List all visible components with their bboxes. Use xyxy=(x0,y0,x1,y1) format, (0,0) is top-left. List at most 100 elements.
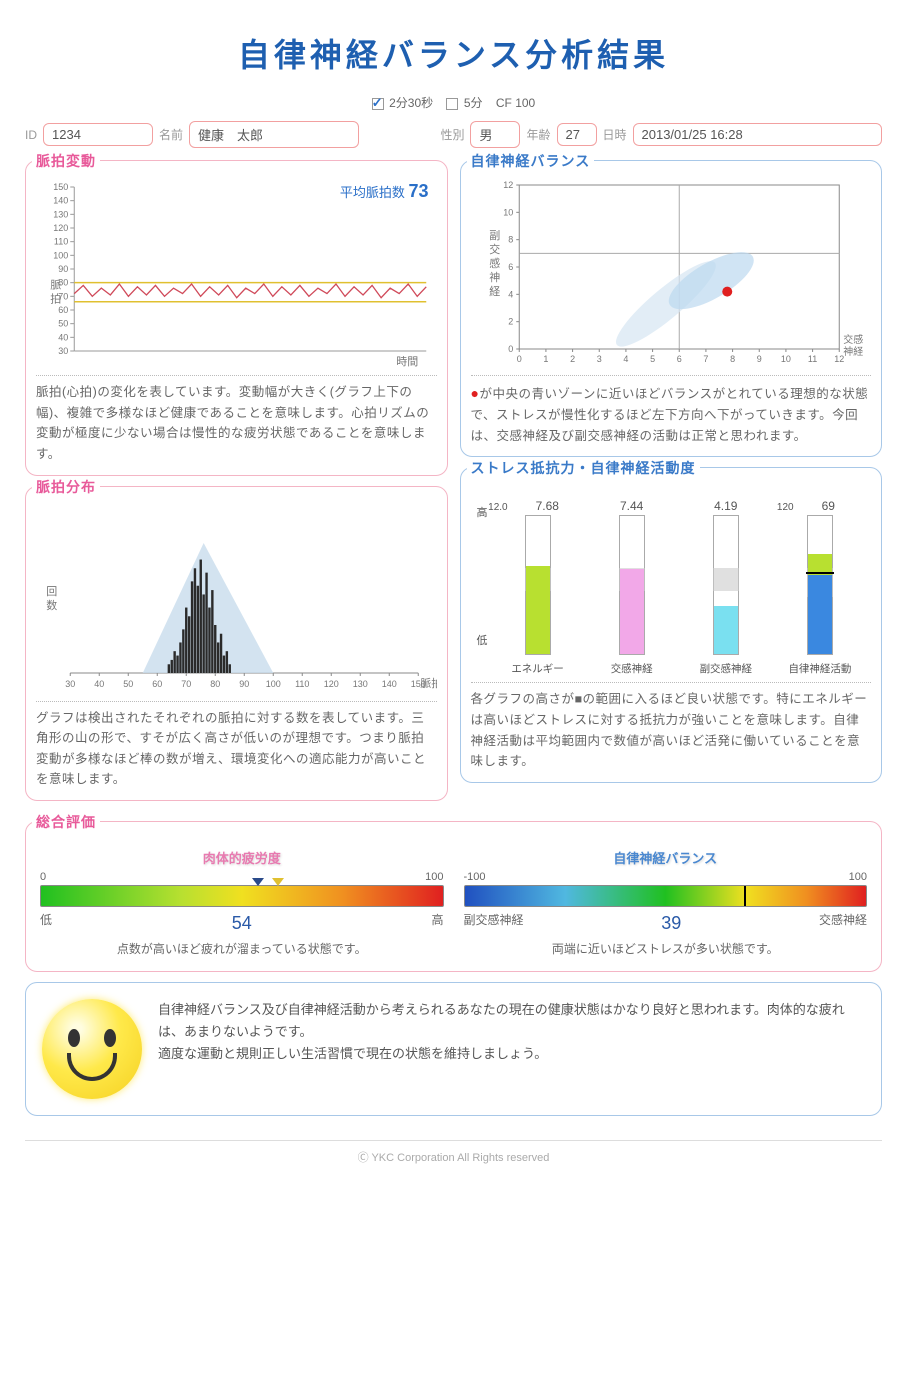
svg-text:交感: 交感 xyxy=(843,333,863,346)
resist-panel: ストレス抵抗力・自律神経活動度 高 低 12.07.68 エネルギー7.44 xyxy=(460,467,883,783)
date-field[interactable]: 2013/01/25 16:28 xyxy=(633,123,882,146)
svg-text:8: 8 xyxy=(730,354,735,364)
svg-text:60: 60 xyxy=(152,679,162,689)
overall-title: 総合評価 xyxy=(32,812,100,832)
svg-text:7: 7 xyxy=(703,354,708,364)
avg-label: 平均脈拍数 xyxy=(340,185,405,200)
svg-text:2: 2 xyxy=(508,317,513,327)
svg-text:脈拍: 脈拍 xyxy=(420,676,436,690)
hrv-panel: 脈拍変動 平均脈拍数 73 30405060708090100110120130… xyxy=(25,160,448,476)
hrv-desc: 脈拍(心拍)の変化を表しています。変動幅が大きく(グラフ上下の幅)、複雑で多様な… xyxy=(36,382,437,465)
balance-chart: 0123456789101112024681012副交感神経交感神経 xyxy=(471,179,872,369)
dist-title: 脈拍分布 xyxy=(32,477,100,497)
smiley-icon xyxy=(42,999,142,1099)
age-field[interactable]: 27 xyxy=(557,123,597,146)
svg-text:100: 100 xyxy=(53,250,68,260)
summary-text: 自律神経バランス及び自律神経活動から考えられるあなたの現在の健康状態はかなり良好… xyxy=(158,999,865,1065)
svg-text:3: 3 xyxy=(596,354,601,364)
svg-text:130: 130 xyxy=(353,679,368,689)
svg-text:50: 50 xyxy=(58,319,68,329)
resist-bar-1: 7.44 交感神経 xyxy=(589,499,675,676)
svg-text:数: 数 xyxy=(46,599,57,612)
svg-text:12: 12 xyxy=(503,180,513,190)
svg-text:10: 10 xyxy=(780,354,790,364)
svg-text:120: 120 xyxy=(324,679,339,689)
svg-text:1: 1 xyxy=(543,354,548,364)
info-row: ID 1234 名前 健康 太郎 性別 男 年齢 27 日時 2013/01/2… xyxy=(25,121,882,148)
date-label: 日時 xyxy=(603,126,627,143)
overall-panel: 総合評価 肉体的疲労度 0100 低54高 点数が高いほど疲れが溜まっている状態… xyxy=(25,821,882,972)
svg-text:時間: 時間 xyxy=(396,355,418,368)
hrv-title: 脈拍変動 xyxy=(32,151,100,171)
fatigue-value: 54 xyxy=(232,913,252,934)
bal-bar xyxy=(464,885,868,907)
opt2-label: 5分 xyxy=(464,96,483,110)
bal-value: 39 xyxy=(661,913,681,934)
balance-panel: 自律神経バランス 0123456789101112024681012副交感神経交… xyxy=(460,160,883,457)
id-label: ID xyxy=(25,128,37,142)
name-label: 名前 xyxy=(159,126,183,143)
svg-text:90: 90 xyxy=(239,679,249,689)
svg-text:30: 30 xyxy=(58,346,68,356)
summary-panel: 自律神経バランス及び自律神経活動から考えられるあなたの現在の健康状態はかなり良好… xyxy=(25,982,882,1116)
bal-desc: 両端に近いほどストレスが多い状態です。 xyxy=(464,940,868,957)
resist-bar-0: 12.07.68 エネルギー xyxy=(495,499,581,676)
svg-text:140: 140 xyxy=(382,679,397,689)
svg-text:神経: 神経 xyxy=(843,345,863,358)
cf-label: CF 100 xyxy=(496,96,535,110)
dist-desc: グラフは検出されたそれぞれの脈拍に対する数を表しています。三角形の山の形で、すそ… xyxy=(36,708,437,791)
svg-text:8: 8 xyxy=(508,235,513,245)
svg-text:9: 9 xyxy=(756,354,761,364)
svg-text:50: 50 xyxy=(123,679,133,689)
resist-title: ストレス抵抗力・自律神経活動度 xyxy=(467,458,700,478)
checkbox-5m[interactable] xyxy=(446,98,458,110)
svg-text:副: 副 xyxy=(489,229,500,242)
svg-text:80: 80 xyxy=(210,679,220,689)
checkbox-2m30[interactable] xyxy=(372,98,384,110)
svg-text:60: 60 xyxy=(58,305,68,315)
fatigue-bar xyxy=(40,885,444,907)
svg-text:100: 100 xyxy=(266,679,281,689)
svg-text:110: 110 xyxy=(54,237,68,247)
resist-bar-2: 4.19 副交感神経 xyxy=(683,499,769,676)
duration-row: 2分30秒 5分 CF 100 xyxy=(25,94,882,111)
svg-text:交: 交 xyxy=(489,242,500,256)
svg-text:0: 0 xyxy=(508,344,513,354)
sex-label: 性別 xyxy=(440,126,464,143)
fatigue-label: 肉体的疲労度 xyxy=(40,848,444,867)
dist-panel: 脈拍分布 30405060708090100110120130140150回数脈… xyxy=(25,486,448,802)
balance-col: 自律神経バランス -100100 副交感神経39交感神経 両端に近いほどストレス… xyxy=(464,848,868,957)
svg-text:11: 11 xyxy=(807,354,816,364)
hrv-chart: 平均脈拍数 73 3040506070809010011012013014015… xyxy=(36,179,437,369)
id-field[interactable]: 1234 xyxy=(43,123,153,146)
fatigue-desc: 点数が高いほど疲れが溜まっている状態です。 xyxy=(40,940,444,957)
resist-desc: 各グラフの高さが■の範囲に入るほど良い状態です。特にエネルギーは高いほどストレス… xyxy=(471,689,872,772)
resist-bar-3: 12069 自律神経活動 xyxy=(777,499,863,676)
svg-text:経: 経 xyxy=(489,285,500,298)
balance-desc: ●が中央の青いゾーンに近いほどバランスがとれている理想的な状態で、ストレスが慢性… xyxy=(471,382,872,446)
svg-text:130: 130 xyxy=(53,209,68,219)
svg-text:90: 90 xyxy=(58,264,68,274)
svg-text:140: 140 xyxy=(53,196,68,206)
svg-text:脈: 脈 xyxy=(50,278,61,292)
page-title: 自律神経バランス分析結果 xyxy=(25,30,882,76)
svg-text:6: 6 xyxy=(508,262,513,272)
name-field[interactable]: 健康 太郎 xyxy=(189,121,359,148)
sex-field[interactable]: 男 xyxy=(470,121,520,148)
svg-text:40: 40 xyxy=(58,332,68,342)
avg-value: 73 xyxy=(408,181,428,201)
svg-text:5: 5 xyxy=(650,354,655,364)
svg-text:回: 回 xyxy=(46,585,57,598)
resist-chart: 高 低 12.07.68 エネルギー7.44 交感神経4.19 xyxy=(471,486,872,676)
svg-text:2: 2 xyxy=(570,354,575,364)
svg-text:70: 70 xyxy=(181,679,191,689)
svg-text:神: 神 xyxy=(489,270,500,284)
dist-chart: 30405060708090100110120130140150回数脈拍 xyxy=(36,505,437,695)
opt1-label: 2分30秒 xyxy=(389,96,433,110)
age-label: 年齢 xyxy=(526,126,550,143)
svg-text:40: 40 xyxy=(94,679,104,689)
fatigue-col: 肉体的疲労度 0100 低54高 点数が高いほど疲れが溜まっている状態です。 xyxy=(40,848,444,957)
svg-text:110: 110 xyxy=(295,679,309,689)
footer: Ⓒ YKC Corporation All Rights reserved xyxy=(25,1140,882,1165)
svg-text:120: 120 xyxy=(53,223,68,233)
